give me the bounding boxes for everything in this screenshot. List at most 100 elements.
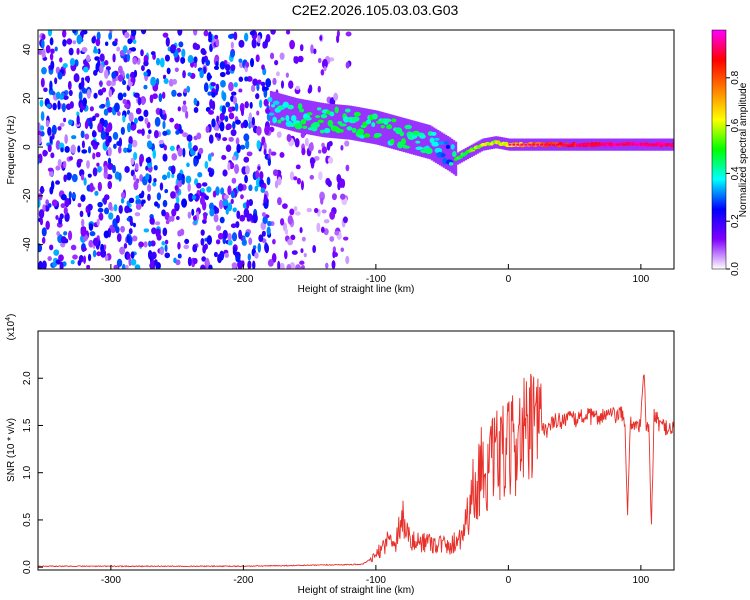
spectrogram-cell [63, 117, 67, 123]
spectrogram-cell [336, 34, 340, 44]
spectrogram-cell [267, 259, 274, 267]
spectrogram-cell [140, 30, 147, 35]
spectrogram-cell [238, 88, 243, 93]
spectrogram-cell [251, 116, 255, 126]
spectrogram-cell [231, 155, 237, 161]
spectrogram-track-halo [450, 138, 454, 173]
spectrogram-cell [318, 149, 322, 154]
spectrogram-cell [69, 101, 74, 109]
spectrogram-cell [287, 215, 294, 225]
spectrogram-cell [215, 239, 221, 245]
spectrogram-cell [141, 97, 145, 106]
spectrogram-cell [244, 32, 249, 42]
spectrogram-cell [68, 89, 73, 97]
spectrogram-track-core [603, 143, 607, 146]
spectrogram-cell [141, 190, 145, 198]
spectrogram-track-core [512, 143, 516, 146]
spectrogram-cell [199, 69, 204, 79]
spectrogram-cell [84, 120, 89, 130]
spectrogram-cell [57, 126, 62, 131]
spectrogram-track-core [552, 143, 556, 146]
spectrogram-cell [331, 193, 337, 201]
spectrogram-cell [83, 177, 87, 186]
spectrogram-cell [99, 64, 104, 74]
spectrogram-cell [245, 165, 250, 175]
spectrogram-cell [130, 77, 135, 83]
spectrogram-cell [187, 72, 192, 77]
spectrogram-track-cell [351, 127, 357, 133]
snr-x-axis-label: Height of straight line (km) [298, 585, 415, 596]
spectrogram-cell [209, 98, 213, 109]
spectrogram-cell [80, 194, 86, 202]
spectrogram-cell [219, 216, 225, 224]
spectrogram-track-halo [448, 137, 452, 172]
spectrogram-cell [204, 195, 209, 201]
spectrogram-cell [219, 251, 224, 259]
spectrogram-cell [261, 230, 266, 237]
spectrogram-cell [345, 61, 350, 69]
spectrogram-cell [204, 243, 208, 250]
spectrogram-cell [285, 30, 291, 35]
spectrogram-cell [174, 185, 179, 191]
spectrogram-cell [262, 216, 268, 225]
spectrogram-cell [128, 135, 133, 145]
spectrogram-cell [344, 140, 350, 147]
spectrogram-cell [345, 255, 350, 265]
spectrogram-cell [117, 92, 124, 101]
spectrogram-cell [98, 81, 103, 86]
spectrogram-cell [320, 226, 325, 233]
spectrogram-cell [47, 203, 52, 208]
spectrogram-cell [132, 222, 136, 228]
spectrogram-cell [141, 199, 146, 204]
spectrogram-cell [227, 239, 233, 246]
spectrogram-cell [255, 170, 260, 179]
spectrogram-cell [112, 53, 116, 63]
spectrogram-cell [51, 124, 57, 135]
spectrogram-cell [146, 134, 151, 140]
spectrogram-cell [230, 41, 234, 49]
spectrogram-cell [230, 129, 237, 137]
spectrogram-cell [120, 192, 126, 199]
spectrogram-track-core [544, 143, 548, 146]
spectrogram-cell [223, 194, 229, 200]
spectrogram-cell [56, 231, 61, 236]
spectrogram-cell [231, 262, 238, 269]
spectrogram-cell [110, 226, 116, 234]
spectrogram-cell [256, 83, 260, 91]
spectrogram-cell [242, 235, 246, 245]
spectrogram-cell [239, 214, 246, 222]
spectrogram-cell [343, 236, 349, 241]
spectrogram-cell [143, 241, 148, 248]
spectrogram-cell [174, 67, 179, 73]
spectrogram-cell [87, 146, 92, 154]
spectrogram-track-halo [414, 121, 418, 156]
spectrogram-cell [39, 188, 45, 193]
spectrogram-cell [228, 33, 234, 39]
spectrogram-cell [243, 156, 250, 163]
spectrogram-cell [76, 47, 80, 55]
spectrogram-cell [207, 91, 213, 96]
spectrogram-cell [85, 54, 91, 62]
spectrogram-cell [126, 109, 131, 115]
spectrogram-cell [113, 204, 118, 212]
spectrogram-track-halo [269, 90, 273, 126]
snr-y-axis-label: SNR (10 * v/v) [6, 418, 17, 482]
spectrogram-track-cell [371, 113, 378, 120]
spectrogram-cell [196, 182, 202, 189]
spectrogram-cell [236, 210, 241, 219]
spectrogram-cell [45, 199, 50, 206]
spectrogram-cell [269, 52, 275, 60]
spectrogram-cell [165, 36, 170, 47]
spectrogram-cell [289, 208, 295, 216]
spectrogram-cell [47, 256, 52, 262]
spectrogram-cell [225, 70, 231, 75]
spectrogram-cell [84, 75, 91, 82]
spectrogram-cell [257, 35, 261, 44]
spectrogram-track-halo [341, 104, 344, 140]
spectrogram-cell [145, 173, 150, 181]
spectrogram-cell [320, 197, 324, 205]
spectrogram-track-core [568, 143, 571, 146]
spectrogram-cell [89, 106, 94, 112]
spectrogram-cell [50, 60, 55, 70]
spectrogram-track-cell [339, 123, 347, 127]
